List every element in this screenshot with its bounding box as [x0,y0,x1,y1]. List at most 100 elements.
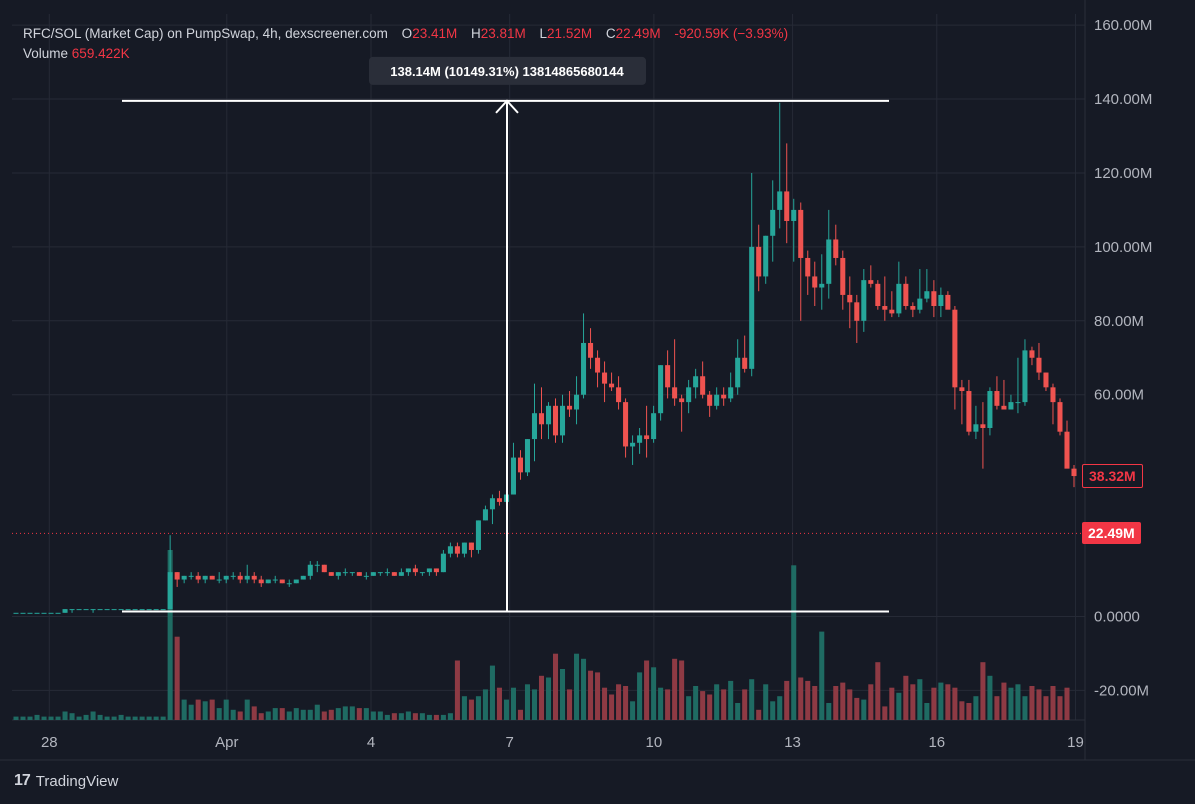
volume-bar [69,713,75,720]
volume-bar [230,709,236,720]
measure-label: 138.14M (10149.31%) 13814865680144 [390,64,624,79]
candle-body [728,387,734,399]
candle-body [763,235,769,277]
candle-body [707,394,713,406]
candle-body [335,572,341,576]
candle-body [552,405,559,436]
candle-body [1057,402,1063,432]
candle-body [665,365,671,388]
candle-body [146,609,152,611]
candle-body [20,612,26,614]
volume-bar [125,716,131,720]
candle-body [489,498,495,510]
volume-bar [861,699,867,720]
candle-body [181,575,187,580]
volume-bar [973,696,979,720]
candle-body [882,306,888,310]
candle-body [27,612,33,614]
volume-bar [672,658,678,720]
candle-body [307,564,313,576]
volume-bar [847,689,853,720]
candle-body [973,424,979,432]
hover-price-badge: 38.32M [1082,463,1143,488]
candle-body [693,376,699,388]
volume-bar [111,716,117,720]
candle-body [468,542,474,550]
candle-body [1050,387,1056,403]
x-tick-label: 19 [1067,734,1084,751]
candle-body [475,520,481,550]
candle-body [623,402,629,447]
candle-body [174,572,180,580]
volume-bar [447,713,453,720]
volume-bar [903,675,909,720]
volume-bar [531,689,538,720]
volume-bar [454,660,460,720]
volume-bar [805,680,811,720]
high-label: H [470,26,481,41]
volume-bar [1057,696,1063,720]
candle-body [770,209,776,236]
volume-bar [602,687,608,720]
volume-bar [588,670,594,720]
candle-body [602,372,608,384]
volume-bar [994,696,1000,720]
candle-body [412,568,418,573]
volume-bar [188,704,194,720]
volume-bar [153,716,159,720]
volume-bar [819,631,825,720]
volume-bar [146,716,152,720]
volume-bar [440,714,446,720]
candle-body [945,294,951,310]
volume-bar [770,701,776,720]
candle-body [90,609,96,611]
volume-bar [924,703,930,720]
candle-body [924,291,930,299]
candle-body [370,572,376,576]
volume-bar [272,708,278,720]
volume-bar [875,662,881,720]
candle-body [931,291,937,307]
volume-bar [882,706,888,720]
volume-bar [665,689,671,720]
candle-body [938,294,944,307]
last-price-badge: 22.49M [1082,522,1141,545]
candle-body [840,257,846,295]
candle-body [293,579,299,584]
candle-body [784,191,790,221]
volume-bar [952,687,958,720]
candle-body [721,394,727,399]
volume-bar [623,686,629,720]
volume-bar [1008,687,1014,720]
volume-bar [721,689,727,720]
volume-bar [265,711,271,720]
volume-bar [1043,696,1049,720]
volume-bar [489,665,495,720]
candle-body [805,257,811,277]
tradingview-logo[interactable]: 17 TradingView [14,772,118,790]
candle-body [1071,468,1077,477]
candle-body [41,612,47,614]
candle-body [538,413,545,425]
volume-bar [524,684,531,720]
volume-bar [749,679,755,720]
volume-bar [1001,682,1007,720]
volume-bar [104,716,110,720]
volume-bar [412,713,418,720]
candle-body [426,568,432,573]
candle-body [952,309,958,388]
volume-bar [510,687,516,720]
volume-bar [20,716,26,720]
candle-body [405,568,411,573]
volume-bar [798,677,804,720]
candle-body [651,413,657,440]
y-tick-label: 0.0000 [1094,609,1140,626]
low-value: 21.52M [547,26,593,41]
volume-bar [1050,686,1056,720]
volume-bar [27,716,33,720]
candle-body [875,283,881,307]
candle-body [237,575,243,580]
volume-bar [321,711,327,720]
